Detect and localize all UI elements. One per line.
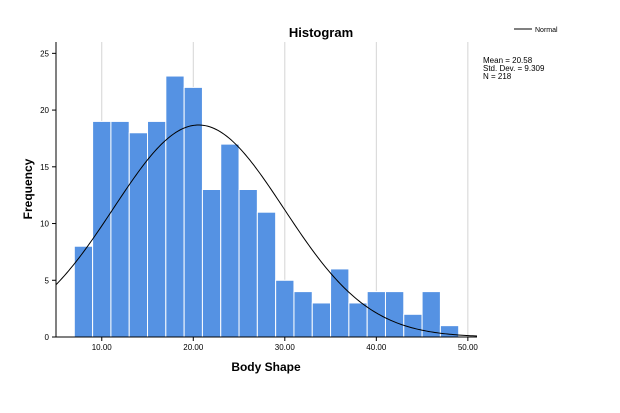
histogram-bar-8 — [220, 143, 240, 338]
axis-layer: 0 5 10 15 20 25 10.00 20.00 30.00 40.00 50.00 — [40, 42, 478, 352]
y-tick-label-3: 15 — [40, 163, 49, 172]
x-tick-label-1: 20.00 — [183, 343, 204, 352]
histogram-bar-18 — [403, 313, 423, 338]
histogram-bar-15 — [348, 302, 368, 338]
histogram-bar-17 — [384, 291, 405, 338]
histogram-bar-13 — [311, 302, 332, 338]
x-tick-label-0: 10.00 — [92, 343, 113, 352]
y-tick-label-0: 0 — [45, 333, 50, 342]
curve-layer — [55, 124, 478, 337]
x-tick-label-3: 40.00 — [366, 343, 387, 352]
legend-normal-label: Normal — [535, 27, 558, 34]
histogram-bar-4 — [147, 120, 167, 338]
histogram-bar-16 — [366, 291, 386, 338]
histogram-bar-20 — [439, 325, 460, 338]
y-tick-label-1: 5 — [45, 276, 50, 285]
stat-std-dev: Std. Dev. = 9.309 — [483, 64, 545, 73]
y-tick-label-2: 10 — [40, 220, 49, 229]
chart-title: Histogram — [289, 25, 353, 40]
x-tick-label-2: 30.00 — [275, 343, 296, 352]
stat-n: N = 218 — [483, 72, 512, 81]
histogram-bar-12 — [293, 291, 313, 338]
histogram-bar-1 — [92, 120, 112, 338]
histogram-bar-9 — [238, 189, 258, 338]
y-axis-label: Frequency — [21, 158, 35, 219]
x-tick-label-4: 50.00 — [458, 343, 479, 352]
histogram-bar-10 — [256, 211, 277, 338]
stat-mean: Mean = 20.58 — [483, 56, 533, 65]
histogram-bar-19 — [421, 291, 441, 338]
histogram-bar-5 — [165, 75, 185, 338]
bars-layer — [73, 75, 460, 338]
y-tick-label-4: 20 — [40, 106, 49, 115]
y-tick-label-5: 25 — [40, 49, 49, 58]
legend: Normal — [514, 27, 558, 34]
histogram-bar-2 — [110, 120, 130, 338]
stats-box: Mean = 20.58 Std. Dev. = 9.309 N = 218 — [483, 56, 545, 81]
normal-curve — [55, 124, 478, 337]
x-axis-label: Body Shape — [231, 360, 301, 374]
histogram-bar-11 — [275, 279, 295, 338]
histogram-bar-14 — [330, 268, 350, 338]
histogram-bar-7 — [201, 189, 222, 338]
